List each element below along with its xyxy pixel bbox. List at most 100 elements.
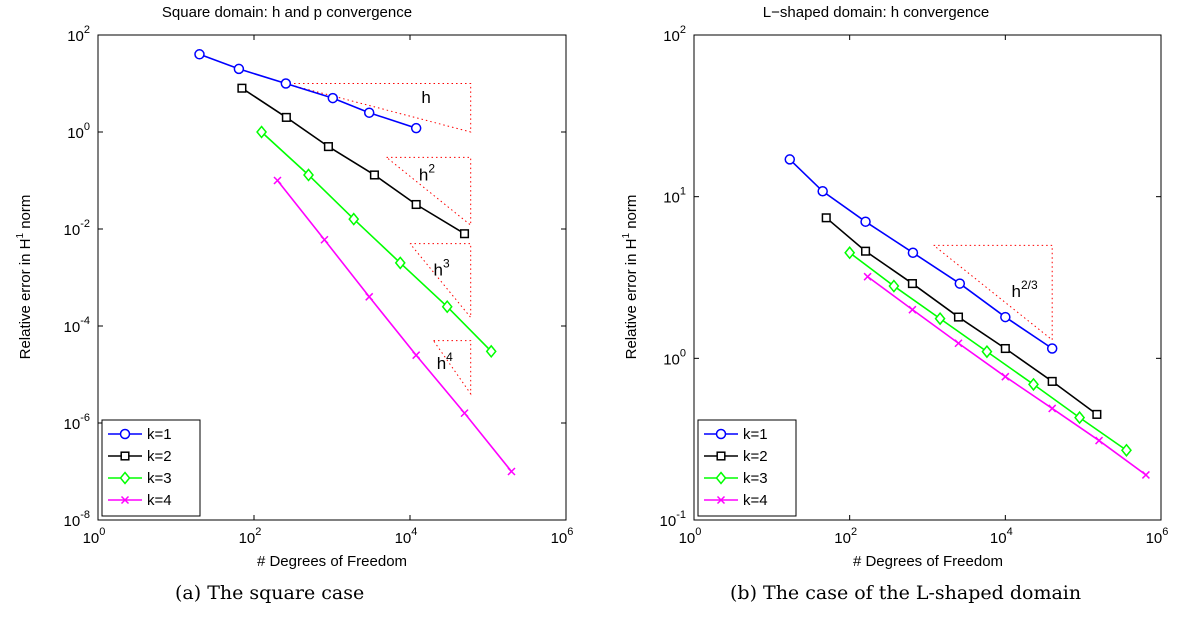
- data-point: [256, 125, 268, 139]
- series-k=2: [237, 83, 470, 239]
- data-point: [1141, 470, 1150, 479]
- x-tick-label: 100: [83, 526, 106, 547]
- series-k=3: [844, 246, 1132, 457]
- legend-label: k=3: [743, 470, 768, 487]
- slope-label: h2: [419, 162, 435, 185]
- slope-label: h2/3: [1011, 278, 1037, 301]
- slope-label: h4: [437, 350, 453, 373]
- x-tick-label: 104: [395, 526, 418, 547]
- data-point: [273, 176, 282, 185]
- data-point: [860, 216, 871, 227]
- chart-title: Square domain: h and p convergence: [162, 4, 412, 21]
- data-point: [1046, 343, 1058, 354]
- legend-swatch-marker: [120, 451, 130, 461]
- data-point: [441, 300, 453, 314]
- legend-label: k=4: [147, 492, 172, 509]
- data-point: [888, 279, 900, 293]
- data-point: [459, 229, 470, 239]
- y-tick-label: 102: [67, 24, 90, 45]
- data-point: [1095, 436, 1104, 445]
- data-point: [237, 83, 247, 93]
- x-tick-label: 102: [239, 526, 262, 547]
- legend-item: k=3: [108, 470, 172, 487]
- chart-title: L−shaped domain: h convergence: [763, 4, 989, 21]
- slope-triangle: h3: [409, 243, 472, 319]
- data-point: [280, 78, 292, 89]
- data-point: [1120, 443, 1132, 457]
- legend-swatch-marker: [715, 428, 727, 440]
- data-point: [863, 272, 872, 281]
- series-line: [241, 87, 465, 235]
- data-point: [194, 49, 205, 60]
- x-tick-label: 100: [679, 526, 702, 547]
- legend: k=1 k=2 k=3 k=4: [697, 419, 797, 517]
- caption-right: (b) The case of the L-shaped domain: [730, 582, 1082, 604]
- slope-label: h: [421, 88, 430, 107]
- x-tick-label: 104: [990, 526, 1013, 547]
- data-point: [981, 344, 993, 359]
- legend-label: k=1: [743, 426, 768, 443]
- legend-swatch-marker: [119, 428, 131, 440]
- x-axis-ticks: 100 102 104 106: [83, 35, 573, 547]
- data-point: [369, 170, 379, 180]
- legend-label: k=2: [743, 448, 768, 465]
- data-point: [411, 199, 421, 210]
- x-axis-ticks: 100 102 104 106: [679, 35, 1169, 547]
- legend-item: k=3: [704, 470, 768, 487]
- chart-l-shaped-domain: L−shaped domain: h convergence h2/3 100 1…: [621, 4, 1168, 570]
- x-axis-label: # Degrees of Freedom: [257, 553, 407, 570]
- data-point: [1000, 311, 1011, 323]
- data-point: [323, 142, 333, 152]
- series-line: [261, 131, 492, 352]
- data-point: [233, 63, 245, 75]
- data-point: [1001, 372, 1010, 381]
- y-tick-label: 10-4: [64, 315, 90, 336]
- legend-item: k=2: [108, 448, 172, 465]
- series-k=1: [784, 154, 1058, 354]
- x-tick-label: 106: [1146, 526, 1169, 547]
- slope-triangle: h: [284, 83, 472, 133]
- data-point: [348, 212, 360, 226]
- plot-frame: [693, 34, 1162, 521]
- legend-swatch-marker: [715, 471, 727, 485]
- data-point: [412, 351, 421, 360]
- legend-label: k=2: [147, 448, 172, 465]
- series-k=1: [194, 49, 422, 134]
- data-point: [817, 186, 828, 197]
- y-tick-label: 100: [663, 347, 686, 368]
- legend-swatch-marker: [716, 495, 726, 505]
- data-point: [954, 278, 966, 289]
- data-point: [908, 305, 917, 314]
- y-tick-label: 10-1: [660, 509, 686, 530]
- series-k=4: [863, 272, 1150, 479]
- legend-item: k=4: [704, 492, 768, 509]
- data-point: [485, 344, 497, 359]
- data-series-group: [194, 49, 516, 476]
- legend-label: k=3: [147, 470, 172, 487]
- y-tick-label: 10-8: [64, 509, 90, 530]
- data-point: [320, 235, 329, 244]
- data-point: [281, 112, 291, 122]
- y-tick-label: 10-2: [64, 218, 90, 239]
- series-k=3: [256, 125, 497, 359]
- data-series-group: [784, 154, 1150, 479]
- legend-item: k=4: [108, 492, 172, 509]
- plot-frame: [97, 34, 567, 521]
- legend-item: k=1: [108, 426, 172, 443]
- data-point: [1000, 343, 1010, 354]
- data-point: [507, 467, 516, 476]
- y-axis-ticks: 10-1 100 101 102: [660, 24, 1161, 530]
- slope-triangle-lines: [386, 156, 472, 227]
- slope-triangles: h2/3: [933, 244, 1053, 341]
- y-axis-label: Relative error in H1 norm: [621, 195, 640, 360]
- data-point: [1048, 404, 1057, 413]
- data-point: [1028, 377, 1039, 392]
- caption-left: (a) The square case: [175, 582, 365, 604]
- data-point: [907, 247, 919, 258]
- data-point: [953, 312, 964, 322]
- series-line: [276, 180, 513, 473]
- data-point: [821, 213, 831, 223]
- slope-triangle: h4: [433, 340, 472, 396]
- slope-triangle-lines: [433, 340, 472, 396]
- legend-swatch-marker: [119, 471, 131, 485]
